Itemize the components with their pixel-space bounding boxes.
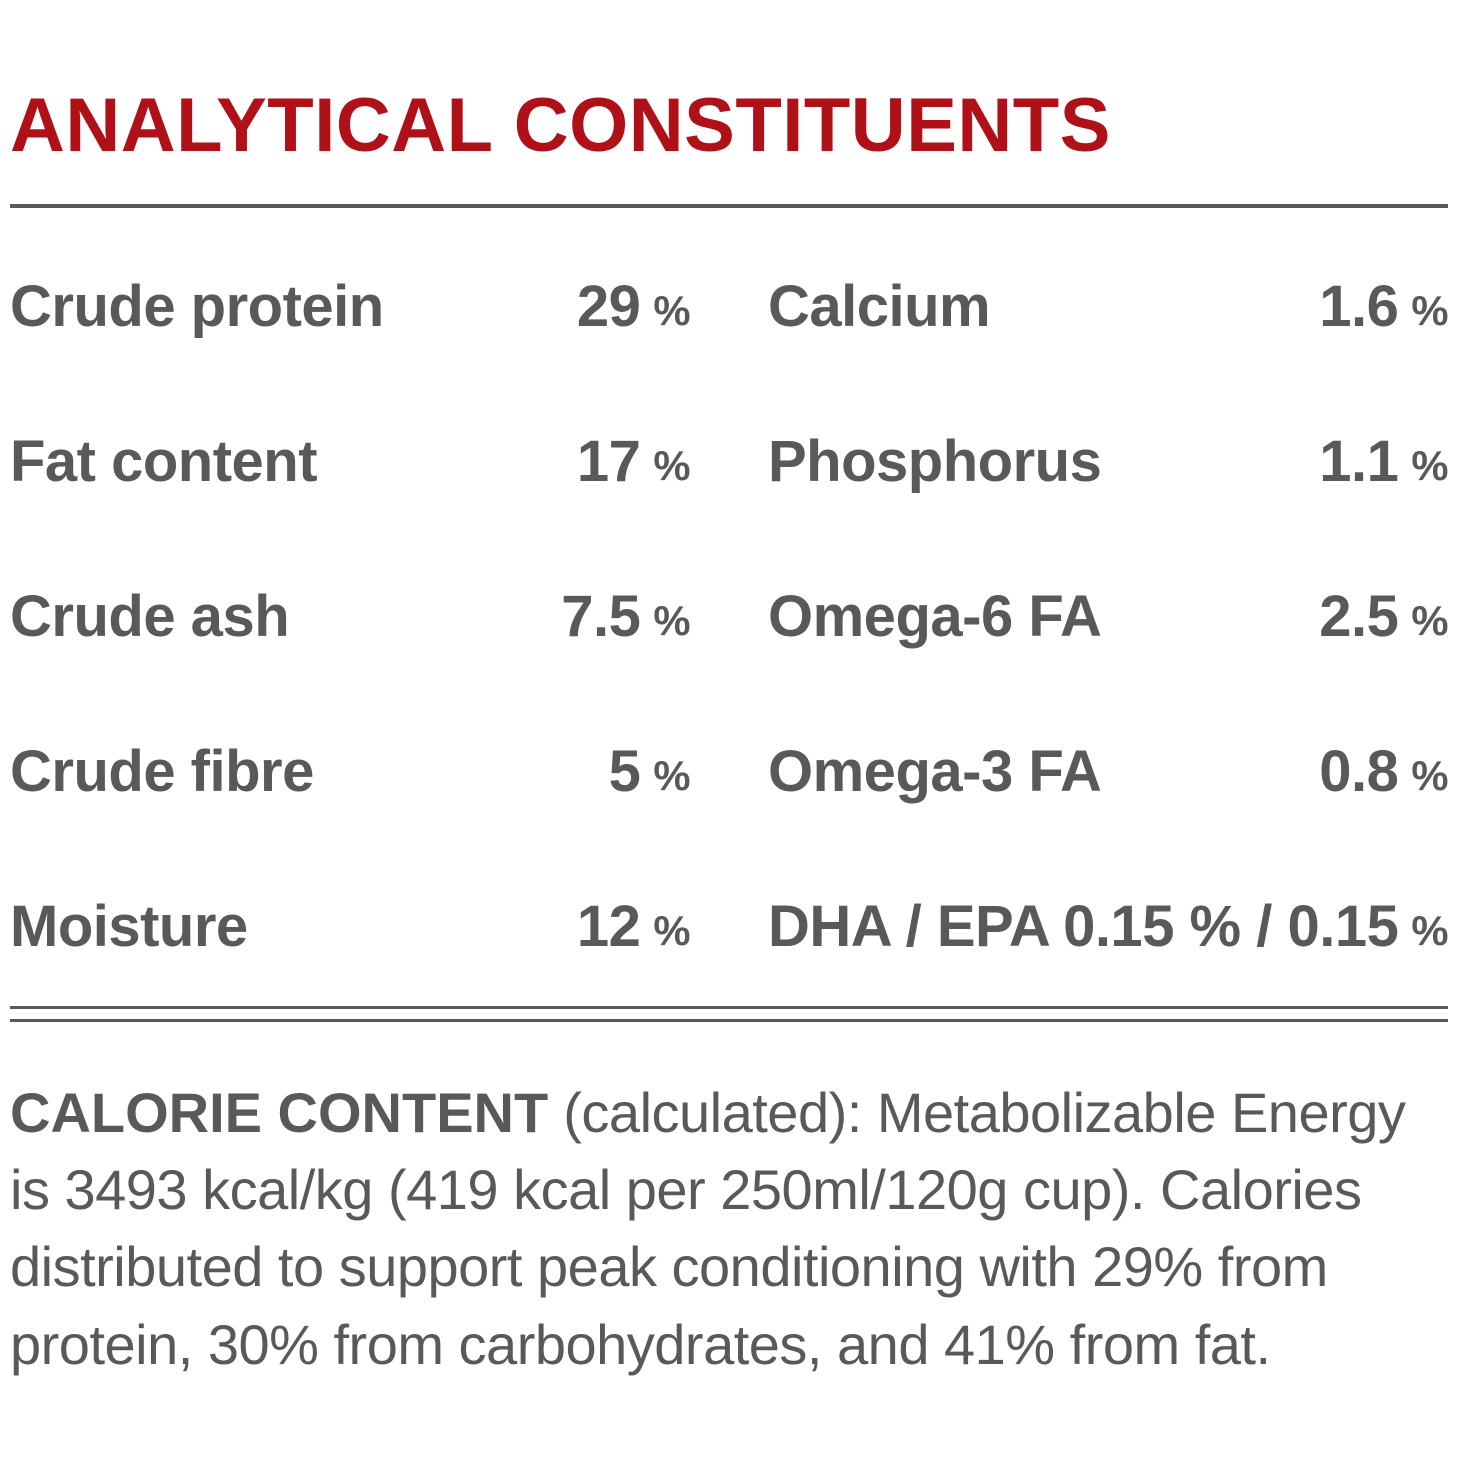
nutrient-number: 2.5 <box>1319 583 1399 649</box>
nutrient-label: Omega-3 FA <box>768 738 1102 804</box>
nutrient-label: Calcium <box>768 273 991 339</box>
nutrient-value: 2.5% <box>1319 583 1448 649</box>
nutrient-value: 0.8% <box>1319 738 1448 804</box>
section-divider <box>10 1005 1448 1022</box>
table-row: Moisture 12% <box>10 893 691 959</box>
nutrient-number: 5 <box>608 738 641 804</box>
nutrient-label: Crude fibre <box>10 738 314 804</box>
calorie-content-paragraph: CALORIE CONTENT (calculated): Metaboliza… <box>10 1074 1448 1383</box>
nutrient-value: 17% <box>576 428 691 494</box>
calorie-content-heading: CALORIE CONTENT <box>10 1080 549 1144</box>
table-row: DHA / EPA 0.15 % / 0.15% <box>768 893 1448 959</box>
nutrient-value: 1.1% <box>1319 428 1448 494</box>
percent-sign: % <box>1411 751 1448 799</box>
nutrient-label: Omega-6 FA <box>768 583 1102 649</box>
table-row: Phosphorus 1.1% <box>768 428 1448 494</box>
percent-sign: % <box>653 286 690 334</box>
percent-sign: % <box>1411 596 1448 644</box>
nutrient-number: 7.5 <box>561 583 641 649</box>
nutrient-value: 29% <box>576 273 691 339</box>
nutrient-number: 17 <box>576 428 641 494</box>
table-row: Omega-6 FA 2.5% <box>768 583 1448 649</box>
percent-sign: % <box>1411 441 1448 489</box>
nutrient-number: 1.1 <box>1319 428 1399 494</box>
nutrient-label: Crude protein <box>10 273 384 339</box>
calorie-content-text: (calculated): Metabolizable Energy is 34… <box>10 1080 1406 1376</box>
table-row: Omega-3 FA 0.8% <box>768 738 1448 804</box>
percent-sign: % <box>653 441 690 489</box>
nutrient-value: 12% <box>576 893 691 959</box>
nutrient-number: 1.6 <box>1319 273 1399 339</box>
title-divider <box>10 203 1448 208</box>
percent-sign: % <box>653 596 690 644</box>
nutrient-label: DHA / EPA <box>768 893 1051 959</box>
table-row: Calcium 1.6% <box>768 273 1448 339</box>
nutrient-number: 12 <box>576 893 641 959</box>
nutrient-label: Moisture <box>10 893 248 959</box>
page-title: ANALYTICAL CONSTITUENTS <box>10 83 1111 168</box>
percent-sign: % <box>1411 286 1448 334</box>
nutrient-number: 29 <box>576 273 641 339</box>
table-row: Crude fibre 5% <box>10 738 691 804</box>
percent-sign: % <box>653 906 690 954</box>
nutrient-number: 0.8 <box>1319 738 1399 804</box>
nutrient-value: 1.6% <box>1319 273 1448 339</box>
table-row: Crude protein 29% <box>10 273 691 339</box>
nutrient-label: Crude ash <box>10 583 290 649</box>
nutrient-label: Fat content <box>10 428 318 494</box>
table-row: Crude ash 7.5% <box>10 583 690 649</box>
analytical-constituents-table: Crude protein 29% Fat content 17% Crude … <box>10 273 1448 959</box>
nutrient-label: Phosphorus <box>768 428 1102 494</box>
percent-sign: % <box>653 751 690 799</box>
table-left-column: Crude protein 29% Fat content 17% Crude … <box>10 273 691 959</box>
table-right-column: Calcium 1.6% Phosphorus 1.1% Omega-6 FA … <box>768 273 1448 959</box>
table-row: Fat content 17% <box>10 428 691 494</box>
nutrient-number: 0.15 % / 0.15 <box>1063 893 1399 959</box>
nutrient-value: 7.5% <box>561 583 690 649</box>
percent-sign: % <box>1411 906 1448 954</box>
nutrient-value: 0.15 % / 0.15% <box>1063 893 1448 959</box>
nutrient-value: 5% <box>608 738 691 804</box>
